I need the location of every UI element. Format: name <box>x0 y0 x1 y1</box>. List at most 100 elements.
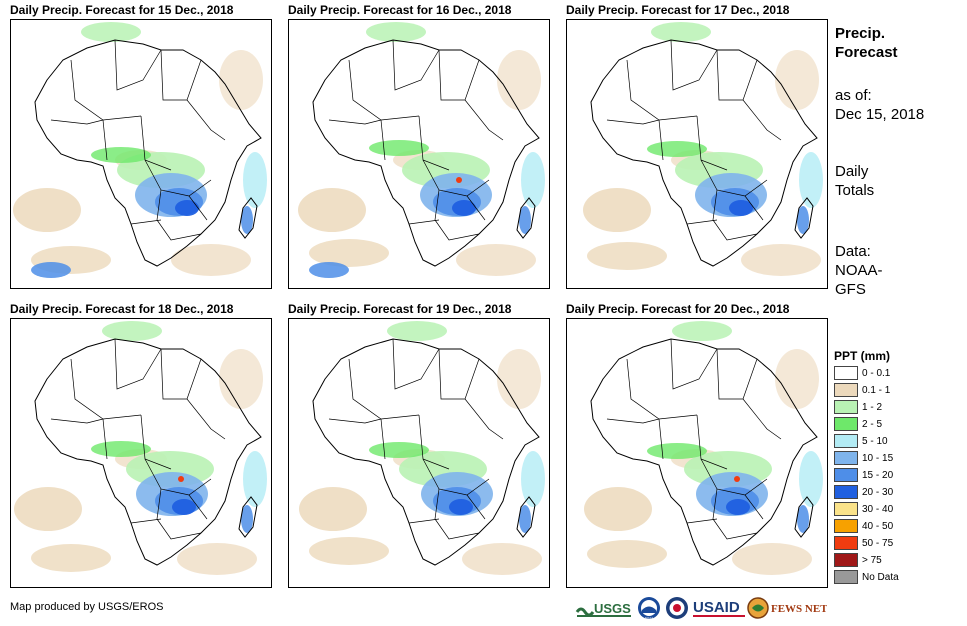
precip-area <box>369 140 429 156</box>
country-border <box>144 458 212 496</box>
precip-area <box>462 543 542 575</box>
precip-map <box>288 19 550 289</box>
country-border <box>438 49 480 101</box>
legend-label: No Data <box>862 572 899 583</box>
precip-area <box>91 441 151 457</box>
legend-item: 40 - 50 <box>834 518 954 535</box>
precip-area <box>651 22 711 42</box>
legend-swatch <box>834 417 858 431</box>
legend-swatch <box>834 383 858 397</box>
country-border <box>716 49 758 101</box>
country-border <box>742 99 782 141</box>
precip-area <box>178 476 184 482</box>
country-border <box>700 458 768 496</box>
precip-area <box>31 544 111 572</box>
totals-line-1: Daily <box>835 163 869 180</box>
country-border <box>130 518 162 524</box>
precip-area <box>172 499 196 515</box>
country-border <box>186 99 226 141</box>
country-border <box>466 494 486 520</box>
precip-area <box>13 188 81 232</box>
legend-label: 40 - 50 <box>862 521 894 532</box>
country-border <box>686 219 718 225</box>
country-border <box>716 348 758 400</box>
usgs-logo: USGS <box>575 601 631 617</box>
legend-swatch <box>834 366 858 380</box>
precip-area <box>449 499 473 515</box>
legend-swatch <box>834 485 858 499</box>
legend-label: > 75 <box>862 555 882 566</box>
legend-swatch <box>834 400 858 414</box>
forecast-panel-17-dec: Daily Precip. Forecast for 17 Dec., 2018 <box>566 2 828 290</box>
country-border <box>408 518 440 524</box>
usaid-logo: USAID <box>693 599 745 617</box>
precip-area <box>799 451 823 507</box>
country-border <box>606 418 660 424</box>
precip-area <box>521 152 545 208</box>
precip-area <box>647 443 707 459</box>
precip-area <box>519 206 531 234</box>
africa-coastline <box>34 338 262 566</box>
precip-area <box>799 152 823 208</box>
country-border <box>744 195 764 221</box>
totals-note: Daily Totals <box>835 162 874 200</box>
legend-swatch <box>834 553 858 567</box>
legend-item: 10 - 15 <box>834 450 954 467</box>
country-border <box>50 418 104 424</box>
country-border <box>114 338 162 390</box>
country-border <box>160 49 202 101</box>
madagascar-coastline <box>794 496 814 538</box>
panel-title: Daily Precip. Forecast for 15 Dec., 2018 <box>10 3 234 17</box>
panel-title: Daily Precip. Forecast for 19 Dec., 2018 <box>288 302 512 316</box>
country-border <box>626 59 698 121</box>
forecast-panel-19-dec: Daily Precip. Forecast for 19 Dec., 2018 <box>288 301 550 589</box>
precip-area <box>299 487 367 531</box>
precip-area <box>298 188 366 232</box>
legend-label: 30 - 40 <box>862 504 894 515</box>
precip-area <box>647 141 707 157</box>
precip-area <box>369 442 429 458</box>
africa-coastline <box>312 39 540 267</box>
as-of-value: Dec 15, 2018 <box>835 106 925 123</box>
precip-area <box>775 349 819 409</box>
precip-area <box>219 349 263 409</box>
precip-area <box>734 476 740 482</box>
panel-title: Daily Precip. Forecast for 17 Dec., 2018 <box>566 3 790 17</box>
panel-title: Daily Precip. Forecast for 20 Dec., 2018 <box>566 302 790 316</box>
legend-label: 0 - 0.1 <box>862 368 891 379</box>
legend-label: 10 - 15 <box>862 453 894 464</box>
legend-label: 1 - 2 <box>862 402 883 413</box>
precip-area <box>309 537 389 565</box>
precip-legend: PPT (mm) 0 - 0.1 0.1 - 1 1 - 2 2 - 5 5 - 10 1… <box>834 347 954 586</box>
country-border <box>658 119 664 161</box>
madagascar-coastline <box>238 197 258 239</box>
data-source-line-2: NOAA- <box>835 262 883 279</box>
legend-label: 2 - 5 <box>862 419 883 430</box>
country-border <box>392 338 440 390</box>
precip-area <box>797 206 809 234</box>
legend-swatch <box>834 468 858 482</box>
noaa-logo: NOAA <box>638 597 660 620</box>
country-border <box>606 119 660 125</box>
precip-area <box>81 22 141 42</box>
as-of-label: as of: <box>835 87 872 104</box>
legend-item: 15 - 20 <box>834 467 954 484</box>
svg-text:USAID: USAID <box>693 599 740 616</box>
country-border <box>422 159 490 197</box>
forecast-panel-20-dec: Daily Precip. Forecast for 20 Dec., 2018 <box>566 301 828 589</box>
precip-area <box>497 349 541 409</box>
country-border <box>626 358 698 420</box>
precip-map <box>10 19 272 289</box>
country-border <box>658 418 664 460</box>
country-border <box>408 219 440 225</box>
data-source-line-1: Data: <box>835 243 871 260</box>
africa-coastline <box>590 39 818 267</box>
precip-area <box>309 239 389 267</box>
country-border <box>744 494 764 520</box>
forecast-panel-15-dec: Daily Precip. Forecast for 15 Dec., 2018 <box>10 2 272 290</box>
precip-area <box>102 321 162 341</box>
country-border <box>186 398 226 440</box>
country-border <box>742 398 782 440</box>
legend-label: 15 - 20 <box>862 470 894 481</box>
totals-line-2: Totals <box>835 182 875 199</box>
